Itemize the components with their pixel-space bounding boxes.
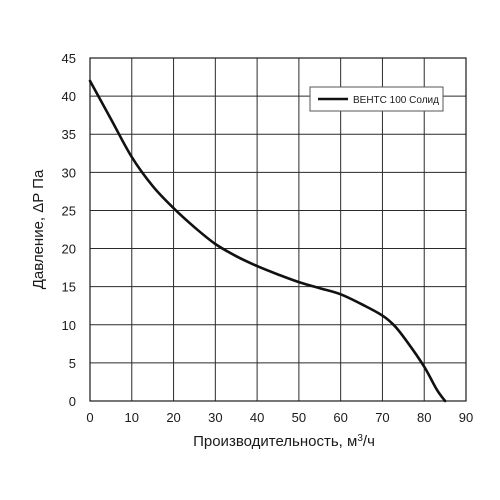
x-tick-label-10: 10 — [125, 410, 139, 425]
plot-frame — [89, 57, 467, 402]
series-line-vents-100-solid — [88, 79, 447, 403]
y-tick-label-15: 15 — [62, 280, 76, 295]
y-tick-label-10: 10 — [62, 318, 76, 333]
y-tick-label-5: 5 — [69, 356, 76, 371]
x-axis-title-superscript: 3 — [357, 433, 363, 444]
y-axis-title: Давление, ΔP Па — [30, 169, 47, 289]
x-axis-title-unit: /ч — [363, 433, 375, 450]
legend: ВЕНТС 100 Солид — [309, 86, 444, 112]
y-tick-label-25: 25 — [62, 203, 76, 218]
legend-label: ВЕНТС 100 Солид — [353, 95, 439, 106]
x-tick-label-50: 50 — [292, 410, 306, 425]
y-axis-ticks: 0 5 10 15 20 25 30 35 40 45 — [62, 51, 76, 409]
y-tick-label-40: 40 — [62, 89, 76, 104]
x-tick-label-0: 0 — [86, 410, 93, 425]
x-axis-title-text: Производительность, м — [193, 433, 357, 450]
x-axis-title: Производительность, м3/ч — [193, 433, 375, 451]
x-tick-label-90: 90 — [459, 410, 473, 425]
x-tick-label-60: 60 — [333, 410, 347, 425]
x-tick-label-30: 30 — [208, 410, 222, 425]
x-tick-label-80: 80 — [417, 410, 431, 425]
x-axis-ticks: 0 10 20 30 40 50 60 70 80 90 — [86, 410, 473, 425]
y-tick-label-35: 35 — [62, 127, 76, 142]
y-tick-label-20: 20 — [62, 242, 76, 257]
y-tick-label-45: 45 — [62, 51, 76, 66]
y-tick-label-0: 0 — [69, 394, 76, 409]
x-tick-label-70: 70 — [375, 410, 389, 425]
x-tick-label-20: 20 — [166, 410, 180, 425]
y-tick-label-30: 30 — [62, 165, 76, 180]
x-tick-label-40: 40 — [250, 410, 264, 425]
